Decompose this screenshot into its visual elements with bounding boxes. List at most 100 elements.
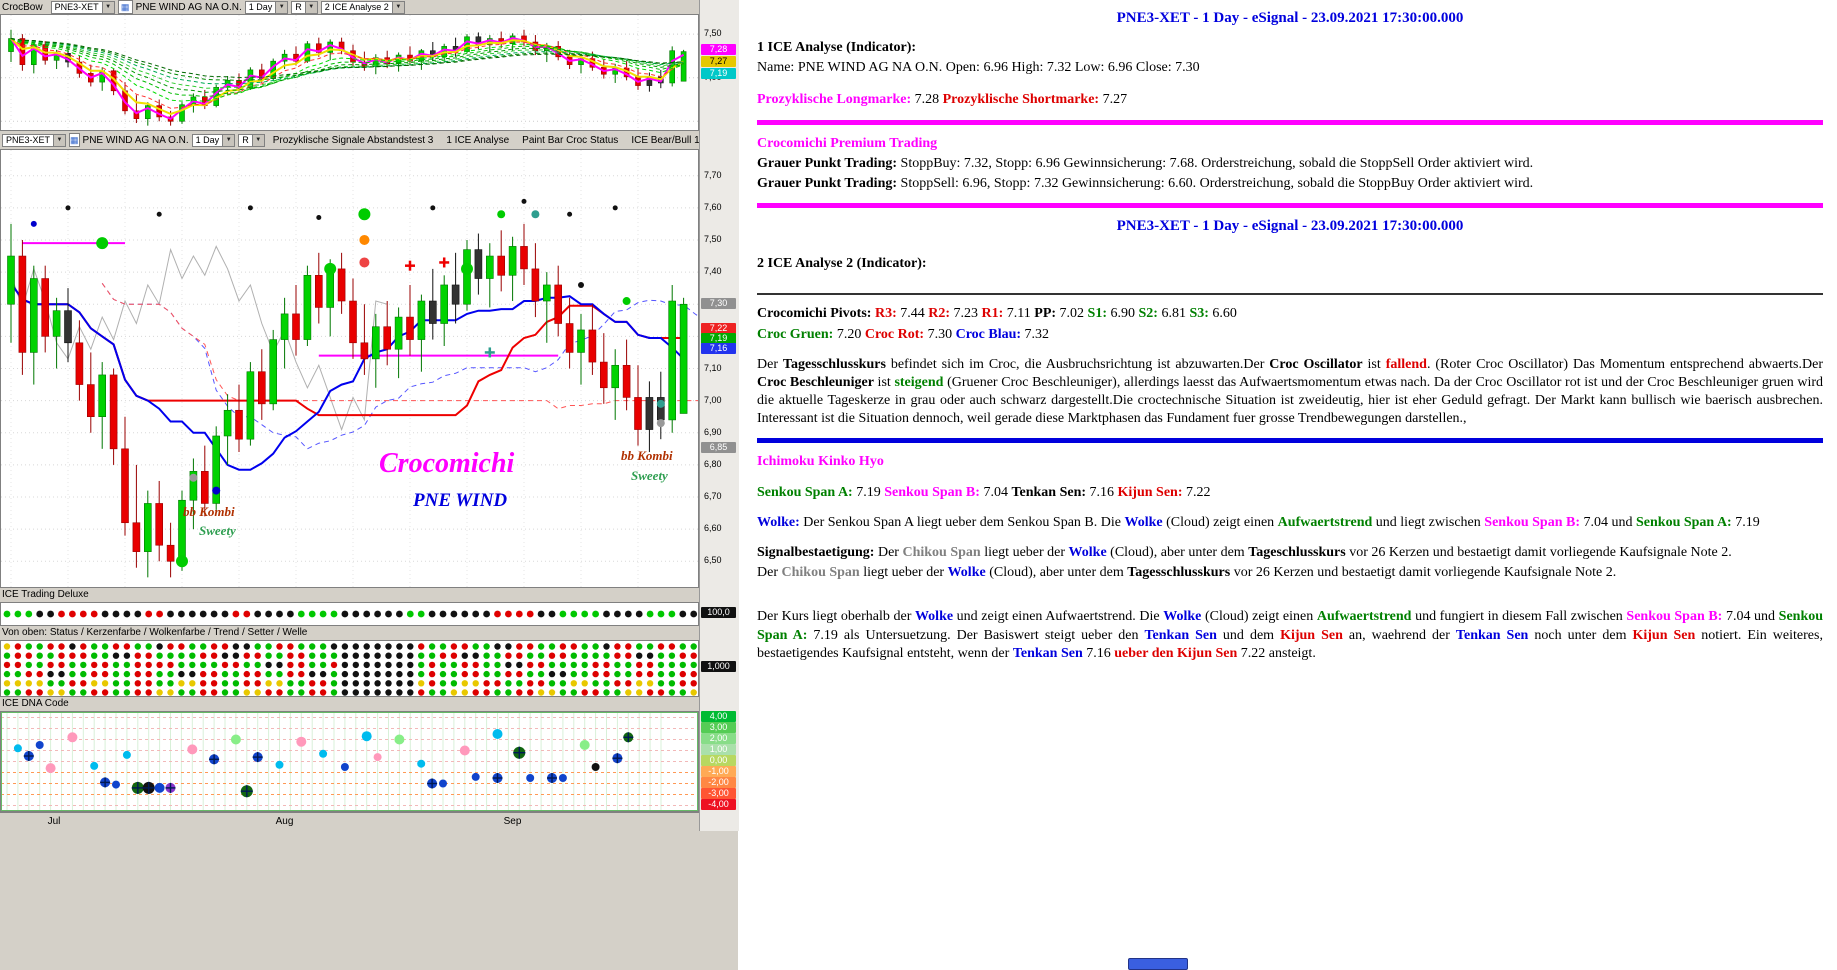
text-segment: liegt ueber der (980, 545, 1069, 560)
chevron-down-icon[interactable]: ▼ (276, 0, 289, 14)
text-segment: 7.11 (1003, 306, 1035, 322)
main-chart-toolbar: PNE3-XET ▼ ▦ PNE WIND AG NA O.N. 1 Day ▼ R ▼ Pro… (0, 131, 699, 149)
axis-label: 7,60 (704, 201, 722, 212)
text-segment: Senkou Span A: (757, 484, 853, 500)
text-segment: 7.27 (1099, 92, 1128, 108)
text-segment: 1 ICE Analyse (Indicator): (757, 40, 917, 55)
interval-select-top-value[interactable]: 1 Day (244, 0, 277, 14)
text-segment: Wolke (1068, 545, 1107, 560)
horizontal-scrollbar-thumb[interactable] (1128, 958, 1188, 970)
analysis-paragraph: Crocomichi Premium Trading (757, 135, 1823, 153)
text-segment: befindet sich im Croc, die Ausbruchsrich… (885, 356, 1270, 372)
text-segment: ueber den Kijun Sen (1114, 645, 1238, 661)
spacer (757, 474, 1823, 482)
interval-select-main[interactable]: 1 Day ▼ (191, 133, 236, 147)
text-segment: Croc Oscillator (1269, 356, 1363, 372)
analysis-paragraph: 2 ICE Analyse 2 (Indicator): (757, 255, 1823, 273)
divider-rule (757, 438, 1823, 444)
deluxe-dots (3, 610, 698, 618)
divider-rule (757, 119, 1823, 125)
text-segment: 7.23 (950, 306, 982, 322)
candles (8, 29, 687, 126)
axis-label: 6,50 (704, 555, 722, 566)
study-paint-bar-croc-status[interactable]: Paint Bar Croc Status (522, 134, 619, 146)
text-segment: Grauer Punkt Trading: (757, 155, 898, 171)
interval-select-top[interactable]: 1 Day ▼ (244, 0, 289, 14)
text-segment: an, waehrend der (1342, 627, 1456, 643)
text-segment: (Cloud), aber unter dem (985, 565, 1128, 581)
spacer (757, 275, 1823, 283)
chart-type-icon-top[interactable]: ▦ (117, 0, 133, 14)
study-prozyklische-signale[interactable]: Prozyklische Signale Abstandstest 3 (272, 134, 434, 146)
study-ice-analyse[interactable]: 1 ICE Analyse (446, 134, 510, 146)
text-segment: notiert. Ein weiteres, bestaetigendes Ka… (757, 627, 1823, 661)
text-segment: Kijun Sen (1632, 627, 1696, 643)
price-tag: 4,00 (701, 710, 736, 722)
symbol-select-top[interactable]: PNE3-XET ▼ (50, 0, 115, 14)
chevron-down-icon[interactable]: ▼ (252, 133, 265, 147)
main-chart-panel[interactable]: Crocomichi PNE WIND bb Kombi Sweety bb Kombi… (0, 149, 699, 588)
chevron-down-icon[interactable]: ▼ (305, 0, 318, 14)
analysis-paragraph: 1 ICE Analyse (Indicator): (757, 39, 1823, 57)
range-select-main[interactable]: R ▼ (238, 133, 265, 147)
spacer (757, 504, 1823, 512)
study-select-top-value[interactable]: 2 ICE Analyse 2 (320, 0, 393, 14)
text-segment: S1: (1087, 306, 1107, 322)
text-segment: Croc Rot: (864, 326, 925, 342)
chevron-down-icon[interactable]: ▼ (54, 133, 67, 147)
dna-panel-label: ICE DNA Code (0, 697, 699, 711)
text-segment: und liegt zwischen (1372, 514, 1485, 530)
symbol-name-top: PNE WIND AG NA O.N. (135, 1, 242, 13)
price-tag: 7,28 (701, 44, 736, 55)
text-segment: Wolke (914, 609, 954, 625)
crocbow-chart-panel[interactable] (0, 14, 699, 131)
text-segment: StoppBuy: 7.32, Stopp: 6.96 Gewinnsicher… (897, 155, 1534, 171)
text-segment: Tageschlusskurs (1248, 545, 1346, 560)
text-segment: Tenkan Sen (1012, 645, 1083, 661)
candles (7, 223, 688, 578)
spacer (757, 584, 1823, 606)
dna-grid (1, 712, 698, 811)
study-ice-bear-bull[interactable]: ICE Bear/Bull 1 Punkt/Kreis (631, 134, 699, 146)
text-segment: 7.16 (1082, 645, 1115, 661)
text-segment: vor 26 Kerzen und bestaetigt damit vorli… (1345, 545, 1732, 560)
text-segment: und fungiert in diesem Fall zwischen (1411, 609, 1627, 625)
text-segment: Senkou Span A: (757, 609, 1824, 643)
text-segment: 2 ICE Analyse 2 (Indicator): (757, 256, 927, 272)
analysis-paragraph: Der Kurs liegt oberhalb der Wolke und ze… (757, 608, 1823, 663)
top-chart[interactable] (1, 15, 698, 130)
chevron-down-icon[interactable]: ▼ (223, 133, 236, 147)
spacer (757, 346, 1823, 354)
text-segment: Signalbestaetigung: (757, 545, 875, 560)
price-tag: 7,22 (701, 323, 736, 335)
analysis-paragraph: Name: PNE WIND AG NA O.N. Open: 6.96 Hig… (757, 59, 1823, 77)
text-segment: Senkou Span B: (884, 484, 980, 500)
analysis-title: PNE3-XET - 1 Day - eSignal - 23.09.2021 … (1116, 218, 1464, 235)
main-chart[interactable]: Crocomichi PNE WIND bb Kombi Sweety bb Kombi… (1, 150, 698, 587)
price-tag: 6,85 (701, 442, 736, 454)
price-tag: 1,000 (701, 661, 736, 672)
range-select-main-value[interactable]: R (238, 133, 253, 147)
interval-select-main-value[interactable]: 1 Day (191, 133, 224, 147)
range-select-top[interactable]: R ▼ (291, 0, 318, 14)
analysis-panel: PNE3-XET - 1 Day - eSignal - 23.09.2021 … (745, 0, 1837, 970)
chart-type-icon-main[interactable]: ▦ (69, 133, 80, 147)
symbol-select-main[interactable]: PNE3-XET ▼ (2, 133, 67, 147)
range-select-top-value[interactable]: R (291, 0, 306, 14)
chevron-down-icon[interactable]: ▼ (102, 0, 115, 14)
text-segment: S3: (1189, 306, 1209, 322)
analysis-paragraph: Signalbestaetigung: Der Chikou Span lieg… (757, 544, 1823, 562)
price-tag: -1,00 (701, 765, 736, 777)
chevron-down-icon[interactable]: ▼ (392, 0, 405, 14)
analysis-paragraph: Wolke: Der Senkou Span A liegt ueber dem… (757, 514, 1823, 532)
vonoben-panel-label: Von oben: Status / Kerzenfarbe / Wolkenf… (0, 626, 699, 640)
price-tag: 0,00 (701, 754, 736, 766)
text-segment: (Cloud), aber unter dem (1106, 545, 1249, 560)
symbol-select-top-value[interactable]: PNE3-XET (50, 0, 103, 14)
study-select-top[interactable]: 2 ICE Analyse 2 ▼ (320, 0, 405, 14)
text-segment: ist (873, 374, 895, 390)
symbol-select-main-value[interactable]: PNE3-XET (2, 133, 55, 147)
chart-annotation-text: Crocomichi (379, 448, 515, 479)
deluxe-panel-label: ICE Trading Deluxe (0, 588, 699, 602)
